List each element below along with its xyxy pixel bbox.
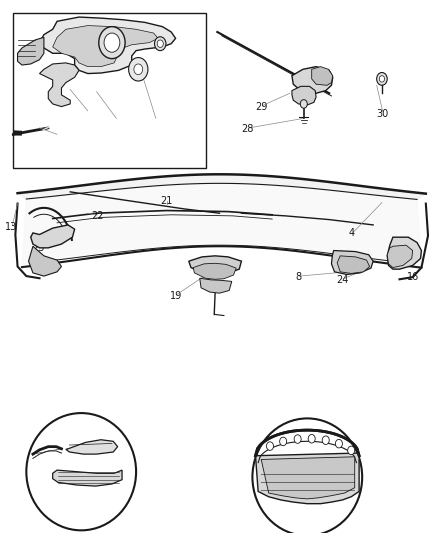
Circle shape <box>335 439 342 448</box>
Polygon shape <box>311 67 332 85</box>
Circle shape <box>99 27 125 59</box>
Polygon shape <box>53 26 158 67</box>
Circle shape <box>293 435 300 443</box>
Polygon shape <box>261 457 354 499</box>
Circle shape <box>134 64 142 75</box>
Text: 4: 4 <box>348 229 354 238</box>
Circle shape <box>128 58 148 81</box>
Circle shape <box>347 446 354 455</box>
Text: 6: 6 <box>87 107 93 117</box>
Text: 5: 5 <box>113 115 119 125</box>
Polygon shape <box>31 225 74 248</box>
Polygon shape <box>53 470 122 486</box>
Circle shape <box>104 33 120 52</box>
Polygon shape <box>66 440 117 454</box>
Ellipse shape <box>26 413 136 530</box>
Bar <box>13 13 206 168</box>
Text: 24: 24 <box>336 275 348 285</box>
Ellipse shape <box>252 418 361 533</box>
Polygon shape <box>199 278 231 293</box>
Polygon shape <box>28 246 61 276</box>
Polygon shape <box>39 63 79 107</box>
Circle shape <box>157 40 163 47</box>
Circle shape <box>378 76 384 82</box>
Text: 19: 19 <box>169 291 181 301</box>
Text: 3: 3 <box>87 484 93 494</box>
Text: 23: 23 <box>32 243 45 253</box>
Polygon shape <box>386 237 420 269</box>
Text: 13: 13 <box>5 222 17 231</box>
Circle shape <box>321 436 328 445</box>
Polygon shape <box>39 17 175 74</box>
Text: 17: 17 <box>149 115 162 125</box>
Text: 18: 18 <box>53 131 65 141</box>
Polygon shape <box>291 67 332 93</box>
Circle shape <box>376 72 386 85</box>
Polygon shape <box>386 245 412 268</box>
Polygon shape <box>188 256 241 274</box>
Text: 28: 28 <box>240 124 253 134</box>
Text: 16: 16 <box>406 272 419 282</box>
Text: 8: 8 <box>295 272 301 282</box>
Polygon shape <box>22 183 420 268</box>
Polygon shape <box>331 251 372 274</box>
Text: 25: 25 <box>292 440 304 450</box>
Polygon shape <box>193 263 236 279</box>
Circle shape <box>300 100 307 108</box>
Text: 1: 1 <box>35 442 42 451</box>
Circle shape <box>307 434 314 443</box>
Text: 22: 22 <box>91 211 103 221</box>
Polygon shape <box>18 37 44 65</box>
Text: 21: 21 <box>160 197 173 206</box>
Polygon shape <box>18 174 425 199</box>
Polygon shape <box>336 256 369 273</box>
Circle shape <box>279 437 286 446</box>
Polygon shape <box>291 86 315 105</box>
Text: 30: 30 <box>376 109 388 118</box>
Text: 29: 29 <box>254 102 267 111</box>
Circle shape <box>266 442 273 450</box>
Polygon shape <box>255 453 358 504</box>
Circle shape <box>154 37 166 51</box>
Text: 2: 2 <box>98 446 104 455</box>
